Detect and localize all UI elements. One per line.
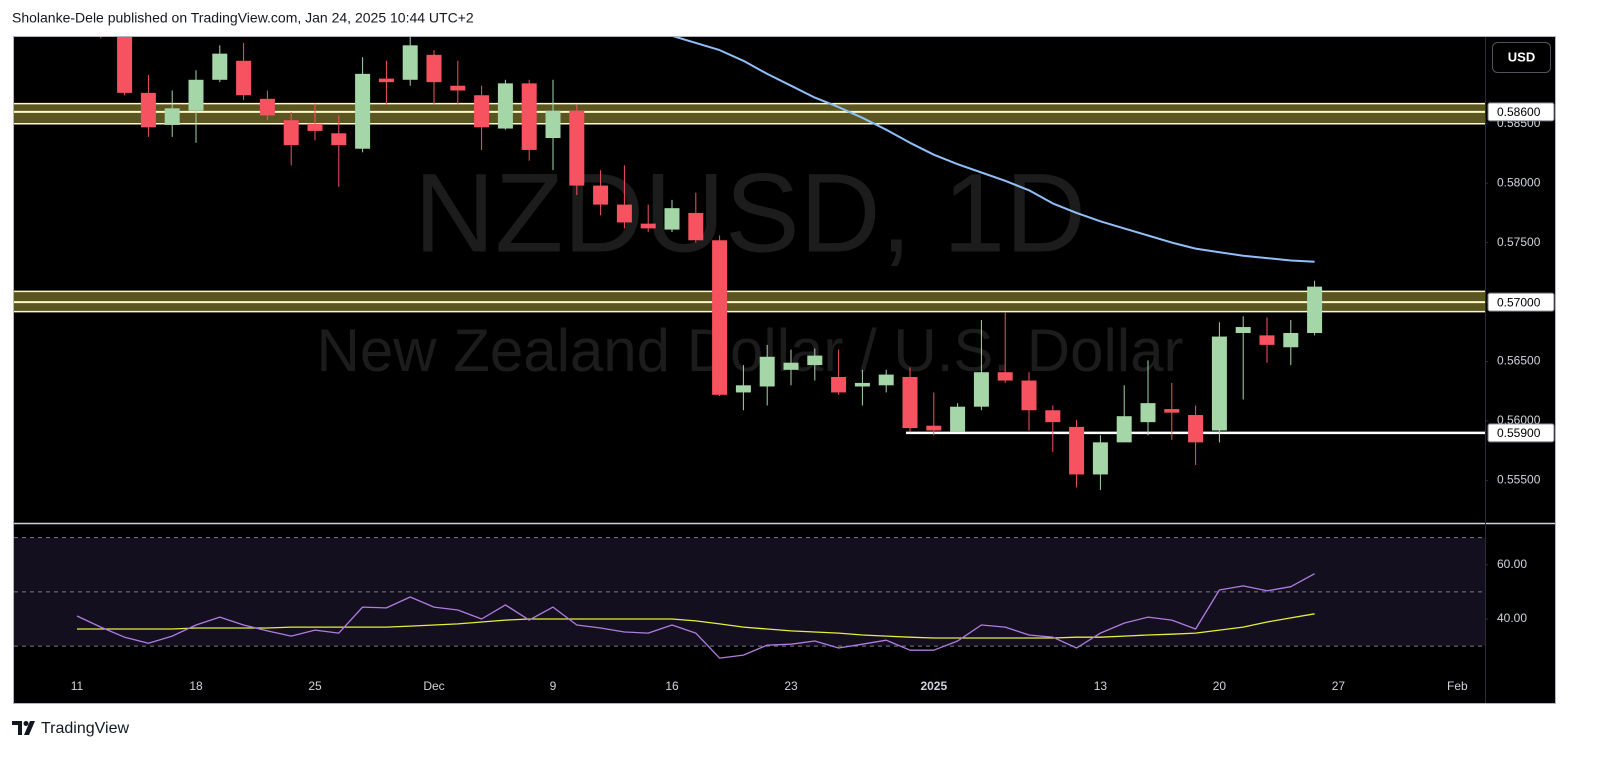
candle-body [807,355,823,366]
candle-body [1045,410,1061,423]
logo-mark [24,721,35,735]
currency-button-box[interactable] [1492,42,1551,73]
candle-body [164,108,180,125]
candle-body [783,362,799,370]
candle-body [1211,336,1227,431]
publisher-header: Sholanke-Dele published on TradingView.c… [12,10,474,26]
y-tick-label: 0.56500 [1497,354,1541,368]
candle-body [521,83,537,150]
candle-body [1283,332,1299,348]
candle-body [712,240,728,395]
candle-body [1140,403,1156,423]
candle-body [593,185,609,205]
currency-button-label[interactable]: USD [1508,49,1535,64]
candle-body [902,376,918,429]
candle-body [831,376,847,393]
brand-name: TradingView [41,720,129,737]
x-tick-label: 25 [308,679,322,693]
x-tick-label: Feb [1447,679,1468,693]
x-tick-label: 9 [550,679,557,693]
price-tag-label: 0.58600 [1497,105,1541,119]
candle-body [188,79,204,111]
rsi-lines [76,573,1315,659]
price-pane [14,37,1485,490]
candle-body [497,83,513,129]
candle-body [1188,415,1204,443]
price-tag-label: 0.57000 [1497,295,1541,309]
x-tick-label: 16 [665,679,679,693]
rsi-pane [14,537,1485,647]
candle-body [688,212,704,241]
candle-body [735,385,751,393]
candle-body [1259,335,1275,345]
candle-body [307,123,323,131]
candle-body [283,120,299,146]
moving-average [672,37,1315,263]
candle-body [973,372,989,407]
y-tick-label: 60.00 [1497,557,1527,571]
logo-dot [23,721,29,726]
candle-body [378,78,394,83]
candle-body [640,223,656,229]
candle-body [616,204,632,223]
price-tag [1487,102,1555,122]
candle-body [1092,442,1108,475]
candle-body [997,372,1013,381]
price-tag [1487,292,1555,312]
x-tick-label: 2025 [920,679,947,693]
axes: 0.555000.560000.565000.570000.575000.580… [71,102,1555,693]
y-tick-label: 0.57500 [1497,235,1541,249]
x-tick-label: 20 [1213,679,1227,693]
candle-body [426,54,442,83]
x-tick-label: 11 [71,679,84,693]
y-tick-label: 0.58000 [1497,175,1541,189]
candle-body [950,406,966,432]
candle-body [331,133,347,146]
candle-body [1307,286,1323,333]
candle-body [1164,409,1180,413]
candle-body [1021,380,1037,411]
candle-body [545,110,561,139]
logo-mark [12,721,22,735]
candle-body [926,425,942,431]
x-tick-label: 18 [189,679,203,693]
x-tick-label: 23 [784,679,798,693]
candle-body [259,98,275,116]
candle-body [759,356,775,387]
watermark-description: New Zealand Dollar / U.S. Dollar [317,317,1184,384]
watermark: NZDUSD, 1D New Zealand Dollar / U.S. Dol… [317,151,1184,384]
candle-body [402,45,418,80]
x-tick-label: 13 [1094,679,1108,693]
candle-body [117,37,133,93]
y-tick-label: 0.55500 [1497,473,1541,487]
price-tag-label: 0.55900 [1497,426,1541,440]
candle-body [664,208,680,230]
candle-body [355,73,371,149]
x-tick-label: Dec [423,679,444,693]
candle-body [450,85,466,91]
rsi-line [76,573,1315,659]
candle-body [474,95,490,128]
candle-body [212,53,228,80]
candle-body [569,110,585,186]
candle-body [1069,426,1085,475]
candle-body [1116,416,1132,443]
candle-body [1235,327,1251,333]
candle-body [854,382,870,387]
candle-body [140,92,156,128]
candle-body [236,60,252,96]
y-tick-label: 40.00 [1497,611,1527,625]
brand-logo [12,721,35,735]
candle-body [878,374,894,386]
price-tag [1487,423,1555,443]
currency-button[interactable]: USD [1492,42,1551,73]
rsi-line [77,613,1315,639]
watermark-symbol: NZDUSD, 1D [414,151,1086,276]
x-tick-label: 27 [1332,679,1346,693]
level-zone [14,103,1485,124]
